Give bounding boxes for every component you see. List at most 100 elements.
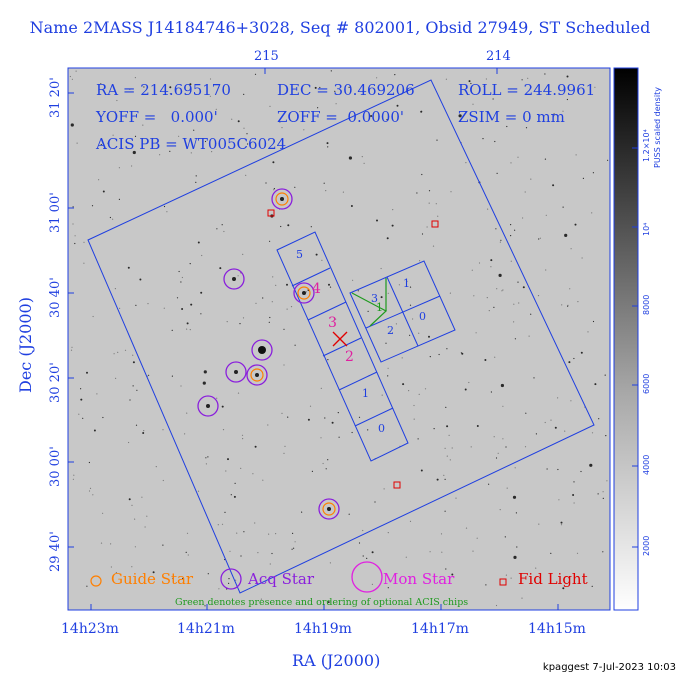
background-star [216, 397, 218, 399]
background-star [180, 385, 182, 387]
background-star [132, 354, 134, 356]
background-star [202, 381, 206, 385]
background-star [159, 154, 161, 156]
acq-star [246, 364, 268, 386]
background-star [357, 290, 359, 292]
background-star [409, 520, 412, 523]
acq-star [225, 361, 247, 383]
acis-pb-value: ACIS PB = WT005C6024 [96, 135, 287, 153]
background-star [485, 584, 487, 586]
background-star [267, 424, 269, 426]
background-star [577, 88, 580, 90]
background-star [178, 270, 180, 273]
background-star [70, 349, 73, 351]
background-star [446, 348, 448, 350]
i-chip-label: 1 [403, 277, 410, 290]
background-star [476, 425, 479, 427]
background-star [89, 487, 92, 489]
background-star [544, 421, 546, 424]
background-star [498, 273, 502, 277]
background-star [190, 152, 192, 154]
background-star [324, 417, 326, 419]
background-star [294, 541, 296, 543]
background-star [265, 182, 267, 184]
background-star [437, 215, 439, 217]
background-star [216, 228, 218, 230]
dec-value: DEC = 30.469206 [277, 81, 415, 99]
background-star [322, 462, 324, 465]
background-star [228, 582, 230, 585]
background-star [468, 80, 471, 83]
background-star [518, 302, 520, 304]
background-star [441, 551, 443, 553]
background-star [273, 188, 275, 190]
background-star [189, 329, 191, 331]
background-star [490, 266, 492, 268]
background-star [305, 291, 307, 293]
background-star [448, 434, 450, 436]
background-star [272, 161, 275, 164]
acq-star [318, 498, 340, 520]
left-tick-label: 30 20' [48, 362, 63, 403]
background-star [591, 585, 593, 588]
fid-light [267, 209, 275, 217]
background-star [524, 191, 526, 193]
background-star [236, 532, 238, 534]
background-star [233, 495, 236, 498]
acq-star [223, 268, 245, 290]
background-star [139, 278, 142, 281]
background-star [380, 267, 382, 270]
background-star [76, 142, 78, 144]
background-star [436, 139, 438, 141]
background-star [219, 267, 222, 270]
roll-value: ROLL = 244.9961 [458, 81, 596, 99]
legend-fid-icon [499, 578, 507, 586]
background-star [217, 524, 219, 526]
background-star [405, 556, 407, 558]
colorbar-tick-label: 6000 [642, 373, 651, 394]
background-star [136, 389, 138, 391]
background-star [580, 470, 582, 473]
background-star [597, 493, 599, 495]
s-chip-label: 1 [362, 387, 369, 400]
background-star [506, 125, 508, 128]
background-star [538, 523, 540, 525]
background-star [163, 307, 165, 309]
background-star [275, 284, 277, 286]
background-star [291, 548, 293, 550]
background-star [577, 301, 579, 303]
background-star [473, 295, 475, 297]
background-star [500, 383, 504, 388]
background-star [242, 317, 245, 319]
background-star [451, 573, 454, 576]
background-star [186, 322, 189, 325]
background-star [591, 212, 593, 214]
background-star [131, 566, 133, 568]
left-tick-label: 30 00' [48, 446, 63, 487]
background-star [394, 74, 396, 76]
background-star [544, 158, 547, 160]
background-star [231, 118, 233, 120]
background-star [351, 431, 353, 434]
background-star [135, 424, 138, 426]
background-star [560, 524, 563, 526]
background-star [205, 457, 207, 459]
zsim-value: ZSIM = 0 mm [458, 108, 565, 126]
background-star [102, 190, 105, 193]
background-star [315, 253, 318, 256]
background-star [429, 356, 431, 358]
background-star [207, 456, 209, 458]
background-star [487, 208, 489, 210]
fid-light [431, 220, 439, 228]
background-star [187, 554, 189, 556]
background-star [510, 260, 512, 262]
background-star [337, 412, 339, 414]
background-star [550, 419, 552, 421]
background-star [227, 458, 229, 461]
background-star [524, 446, 527, 448]
colorbar-tick-label: 10⁴ [642, 222, 651, 236]
background-star [242, 438, 244, 440]
background-star [287, 416, 289, 418]
background-star [226, 321, 228, 323]
background-star [245, 174, 247, 176]
